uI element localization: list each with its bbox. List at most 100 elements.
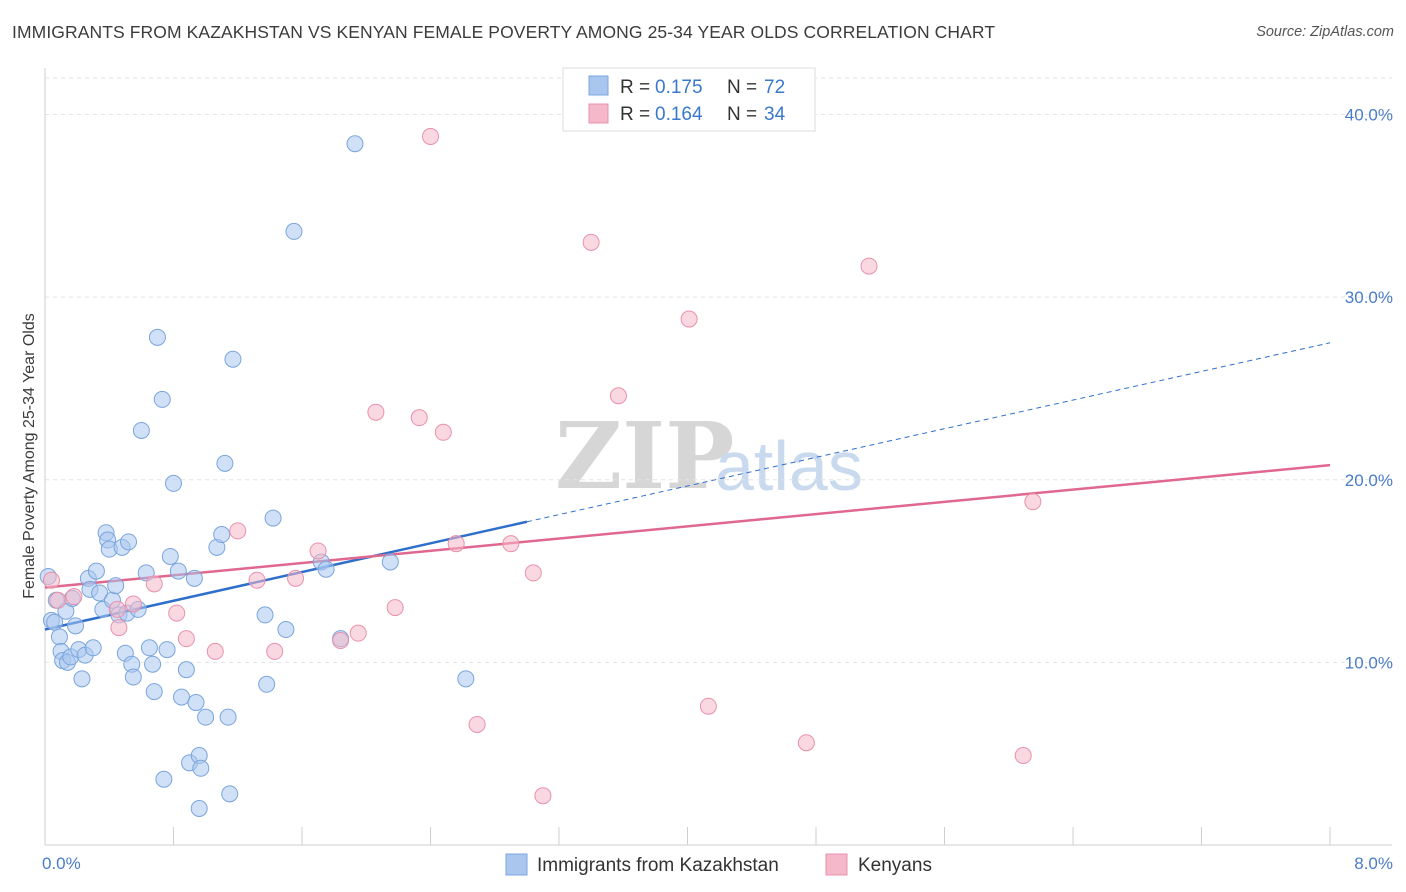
point-series0-45	[173, 688, 191, 706]
point-series0-70	[155, 770, 173, 788]
watermark: ZIP atlas	[555, 402, 863, 510]
point-series0-54	[213, 526, 231, 544]
watermark-atlas: atlas	[715, 427, 863, 505]
point-series0-30	[120, 533, 138, 551]
point-series1-16	[349, 624, 367, 642]
point-series0-48	[185, 569, 203, 587]
trend-lines	[44, 342, 1331, 631]
point-series0-46	[177, 661, 195, 679]
point-series1-26	[534, 787, 552, 805]
point-series0-39	[148, 328, 166, 346]
point-series1-30	[699, 697, 717, 715]
point-series1-8	[177, 630, 195, 648]
point-series0-51	[192, 759, 210, 777]
point-series0-69	[457, 670, 475, 688]
data-points	[39, 127, 1042, 817]
point-series1-29	[680, 310, 698, 328]
axes	[44, 68, 1392, 846]
legend-swatch-immigrants-from-kazakhstan	[505, 853, 528, 876]
correlation-legend: R = 0.175 N = 72 R = 0.164 N = 34	[562, 67, 816, 132]
point-series0-44	[169, 562, 187, 580]
point-series0-63	[285, 222, 303, 240]
point-series1-24	[502, 535, 520, 553]
point-series1-32	[860, 257, 878, 275]
point-series1-11	[248, 571, 266, 589]
point-series0-52	[197, 708, 215, 726]
point-series1-0	[42, 571, 60, 589]
legend-n-value-kazakhstan: 72	[764, 77, 785, 98]
point-series0-4	[50, 628, 68, 646]
point-series0-19	[91, 584, 109, 602]
point-series1-14	[309, 542, 327, 560]
point-series1-33	[1014, 747, 1032, 765]
grid-lines	[45, 77, 1392, 663]
point-series1-34	[1024, 493, 1042, 511]
point-series1-28	[609, 387, 627, 405]
point-series0-59	[256, 606, 274, 624]
point-series1-3	[108, 600, 126, 618]
point-series1-25	[524, 564, 542, 582]
x-tick-label-0: 0.0%	[42, 854, 81, 873]
point-series1-23	[468, 715, 486, 733]
y-tick-label-2: 30.0%	[1345, 288, 1393, 307]
legend-label-immigrants-from-kazakhstan: Immigrants from Kazakhstan	[537, 855, 779, 876]
point-series1-1	[49, 591, 67, 609]
point-series0-41	[158, 641, 176, 659]
point-series1-10	[229, 522, 247, 540]
point-series0-57	[221, 785, 239, 803]
point-series1-22	[447, 535, 465, 553]
point-series0-13	[73, 670, 91, 688]
point-series1-6	[145, 575, 163, 593]
source-credit: Source: ZipAtlas.com	[1256, 24, 1394, 40]
trend-line-kenyans	[44, 463, 1331, 589]
point-series0-60	[258, 675, 276, 693]
y-tick-label-0: 10.0%	[1345, 653, 1393, 672]
point-series1-13	[287, 569, 305, 587]
point-series1-21	[434, 423, 452, 441]
point-series0-67	[346, 135, 364, 153]
point-series0-38	[145, 683, 163, 701]
point-series0-58	[224, 350, 242, 368]
point-series0-68	[381, 553, 399, 571]
point-series0-55	[216, 454, 234, 472]
point-series1-20	[422, 127, 439, 145]
point-series0-42	[161, 547, 179, 565]
legend-r-label-kenyans: R =	[620, 104, 650, 125]
point-series0-40	[153, 390, 171, 408]
legend-swatch-kazakhstan	[588, 75, 609, 96]
point-series0-37	[144, 655, 162, 673]
point-series0-36	[140, 639, 158, 657]
trend-line-kazakhstan-projection	[526, 342, 1331, 523]
point-series0-18	[87, 562, 105, 580]
legend-swatch-kenyans	[588, 103, 609, 124]
series-legend: Immigrants from Kazakhstan Kenyans	[505, 853, 932, 876]
point-series0-17	[84, 639, 102, 657]
legend-n-label-kazakhstan: N =	[727, 77, 757, 98]
point-series1-27	[582, 233, 600, 251]
point-series0-49	[187, 694, 205, 712]
point-series1-9	[206, 642, 224, 660]
legend-n-value-kenyans: 34	[764, 104, 786, 125]
legend-n-label-kenyans: N =	[727, 104, 757, 125]
point-series1-19	[410, 409, 428, 427]
legend-label-kenyans: Kenyans	[858, 855, 932, 876]
point-series0-25	[107, 577, 125, 595]
point-series1-18	[386, 599, 404, 617]
chart-title: IMMIGRANTS FROM KAZAKHSTAN VS KENYAN FEM…	[12, 22, 996, 42]
y-tick-label-3: 40.0%	[1345, 106, 1393, 125]
legend-swatch-kenyans-bottom	[825, 853, 848, 876]
legend-r-label-kazakhstan: R =	[620, 77, 650, 98]
point-series0-32	[124, 668, 142, 686]
point-series1-2	[65, 588, 83, 606]
tick-labels: 10.0% 20.0% 30.0% 40.0% 0.0% 8.0%	[42, 106, 1393, 873]
point-series1-17	[367, 403, 385, 421]
point-series1-12	[266, 642, 284, 660]
watermark-zip: ZIP	[555, 402, 734, 510]
point-series1-15	[332, 631, 350, 649]
point-series0-65	[317, 560, 335, 578]
legend-r-value-kenyans: 0.164	[655, 104, 703, 125]
point-series0-56	[219, 708, 237, 726]
point-series0-11	[67, 617, 85, 635]
point-series0-62	[277, 621, 295, 639]
